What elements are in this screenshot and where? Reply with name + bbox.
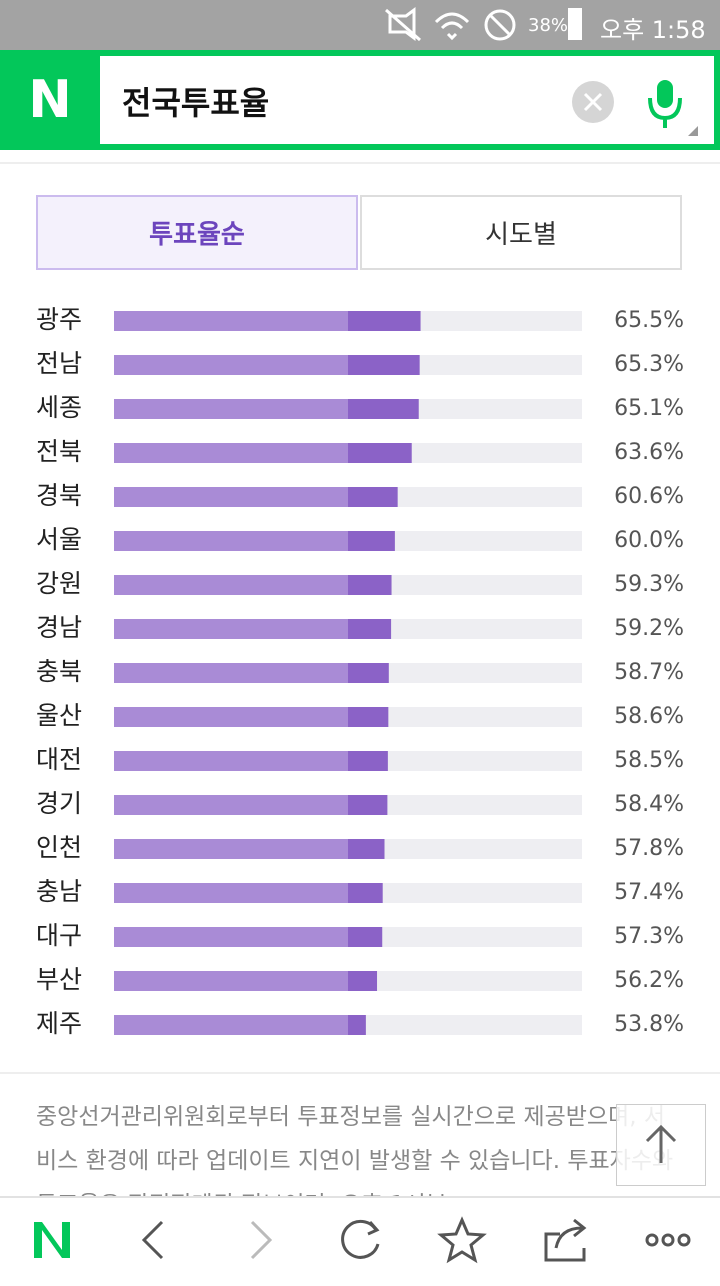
scroll-top-button[interactable] bbox=[616, 1104, 706, 1186]
bar bbox=[114, 575, 392, 595]
home-button[interactable] bbox=[34, 1222, 70, 1258]
bar bbox=[114, 1015, 366, 1035]
clock: 오후 1:58 bbox=[600, 16, 706, 44]
region-label: 경기 bbox=[36, 789, 82, 818]
nav-icons bbox=[34, 1216, 691, 1264]
bar-highlight bbox=[348, 531, 395, 551]
region-label: 대구 bbox=[36, 921, 82, 950]
value-label: 57.8% bbox=[614, 836, 684, 861]
value-label: 57.3% bbox=[614, 924, 684, 949]
value-label: 65.1% bbox=[614, 396, 684, 421]
value-label: 63.6% bbox=[614, 440, 684, 465]
bar-highlight bbox=[348, 355, 420, 375]
value-label: 60.6% bbox=[614, 484, 684, 509]
divider bbox=[0, 1072, 720, 1074]
bottom-nav bbox=[0, 1196, 720, 1282]
region-label: 서울 bbox=[36, 525, 82, 554]
bar bbox=[114, 751, 388, 771]
bar-highlight bbox=[348, 487, 398, 507]
value-label: 53.8% bbox=[614, 1012, 684, 1037]
region-label: 인천 bbox=[36, 833, 82, 862]
value-label: 58.6% bbox=[614, 704, 684, 729]
search-input[interactable]: 전국투표율 bbox=[100, 56, 714, 144]
bar-highlight bbox=[348, 795, 388, 815]
back-button[interactable] bbox=[141, 1220, 164, 1260]
region-label: 경남 bbox=[36, 613, 82, 642]
value-label: 58.5% bbox=[614, 748, 684, 773]
region-label: 충남 bbox=[36, 877, 82, 906]
refresh-button[interactable] bbox=[341, 1219, 380, 1259]
status-icons bbox=[385, 7, 582, 42]
region-label: 광주 bbox=[36, 305, 82, 334]
bar bbox=[114, 619, 392, 639]
tab[interactable]: 시도별 bbox=[360, 195, 682, 270]
bar bbox=[114, 311, 421, 331]
value-label: 59.2% bbox=[614, 616, 684, 641]
value-label: 65.5% bbox=[614, 308, 684, 333]
voice-button[interactable] bbox=[648, 80, 682, 128]
bar bbox=[114, 355, 420, 375]
bar bbox=[114, 399, 419, 419]
region-label: 대전 bbox=[36, 745, 82, 774]
value-label: 58.4% bbox=[614, 792, 684, 817]
bar-highlight bbox=[348, 839, 385, 859]
naver-logo[interactable]: N bbox=[28, 70, 72, 130]
bar-highlight bbox=[348, 883, 383, 903]
battery: 38% bbox=[528, 15, 569, 36]
forward-button[interactable] bbox=[250, 1220, 273, 1260]
region-label: 전남 bbox=[36, 349, 82, 378]
value-label: 57.4% bbox=[614, 880, 684, 905]
bar-highlight bbox=[348, 751, 388, 771]
region-label: 경북 bbox=[36, 481, 82, 510]
region-label: 부산 bbox=[36, 965, 82, 994]
value-label: 65.3% bbox=[614, 352, 684, 377]
bar bbox=[114, 707, 389, 727]
bar bbox=[114, 531, 395, 551]
region-label: 세종 bbox=[36, 393, 82, 422]
share-button[interactable] bbox=[544, 1218, 587, 1262]
bar bbox=[114, 883, 383, 903]
divider bbox=[0, 162, 720, 164]
more-button[interactable] bbox=[645, 1233, 691, 1247]
bar bbox=[114, 839, 385, 859]
bar bbox=[114, 443, 412, 463]
search-query: 전국투표율 bbox=[122, 84, 270, 122]
region-label: 강원 bbox=[36, 569, 82, 598]
region-label: 제주 bbox=[36, 1009, 82, 1038]
region-label: 전북 bbox=[36, 437, 82, 466]
search-bar: N 전국투표율 bbox=[0, 50, 720, 150]
bar bbox=[114, 663, 389, 683]
value-label: 56.2% bbox=[614, 968, 684, 993]
region-label: 충북 bbox=[36, 657, 82, 686]
search-actions bbox=[572, 80, 698, 136]
value-label: 58.7% bbox=[614, 660, 684, 685]
bar bbox=[114, 487, 398, 507]
bar-highlight bbox=[348, 1015, 366, 1035]
turnout-chart: 광주 65.5% 전남 65.3% 세종 65.1% 전북 63.6% 경북 60.6% 서울 60.… bbox=[36, 305, 684, 1038]
bar bbox=[114, 971, 378, 991]
bar-highlight bbox=[348, 575, 392, 595]
notice: 중앙선거관리위원회로부터 투표정보를 실시간으로 제공받으며, 서비스 환경에 … bbox=[36, 1104, 673, 1196]
bar-highlight bbox=[348, 619, 392, 639]
bar-highlight bbox=[348, 399, 419, 419]
bookmark-button[interactable] bbox=[437, 1216, 487, 1264]
bar-highlight bbox=[348, 443, 412, 463]
bar-highlight bbox=[348, 971, 378, 991]
bar bbox=[114, 927, 383, 947]
value-label: 60.0% bbox=[614, 528, 684, 553]
bar-highlight bbox=[348, 707, 389, 727]
bar-highlight bbox=[348, 927, 383, 947]
bar-highlight bbox=[348, 311, 421, 331]
value-label: 59.3% bbox=[614, 572, 684, 597]
bar-highlight bbox=[348, 663, 389, 683]
status-bar: 38% 오후 1:58 bbox=[0, 0, 720, 50]
bar bbox=[114, 795, 388, 815]
region-label: 울산 bbox=[36, 701, 82, 730]
tab[interactable]: 투표율순 bbox=[36, 195, 358, 270]
